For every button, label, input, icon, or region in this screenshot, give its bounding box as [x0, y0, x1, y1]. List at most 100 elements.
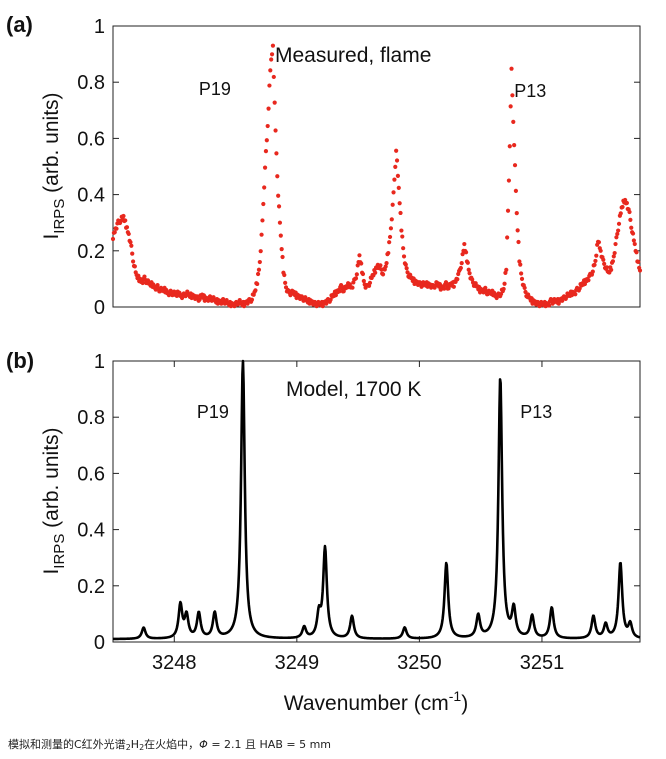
- measured-data-point: [283, 280, 288, 285]
- measured-data-point: [630, 231, 636, 236]
- measured-data-point: [401, 246, 406, 251]
- measured-data-point: [629, 225, 634, 230]
- measured-data-point: [249, 297, 255, 302]
- measured-data-point: [339, 282, 344, 288]
- measured-data-point: [598, 248, 603, 253]
- panel-b-peak-label-p19: P19: [197, 402, 229, 422]
- measured-data-point: [613, 241, 618, 247]
- measured-data-point: [393, 164, 398, 169]
- measured-data-point: [282, 272, 287, 278]
- panel-b-ytick-label: 0.4: [77, 520, 105, 542]
- measured-data-point: [399, 228, 404, 233]
- measured-data-point: [114, 226, 119, 231]
- measured-data-point: [624, 200, 629, 206]
- measured-data-point: [259, 232, 264, 237]
- measured-data-point: [128, 240, 133, 245]
- measured-data-point: [517, 259, 522, 264]
- panel-a-ytick-label: 1: [94, 16, 105, 38]
- measured-data-point: [398, 210, 403, 216]
- measured-data-point: [518, 262, 523, 267]
- panel-a-ytick-label: 0: [94, 297, 105, 319]
- measured-data-point: [268, 68, 273, 73]
- measured-data-point: [508, 104, 513, 109]
- measured-data-point: [395, 173, 401, 178]
- measured-data-point: [280, 254, 285, 260]
- measured-data-point: [269, 57, 274, 62]
- measured-data-point: [519, 276, 525, 281]
- measured-data-point: [442, 286, 447, 291]
- measured-data-point: [124, 225, 130, 230]
- measured-data-point: [276, 193, 281, 198]
- measured-data-point: [616, 228, 621, 233]
- measured-data-point: [264, 138, 269, 143]
- panel-b-y-axis: 0 0.2 0.4 0.6 0.8 1: [77, 351, 640, 654]
- measured-data-point: [404, 266, 409, 271]
- panel-b-ytick-label: 0.6: [77, 463, 105, 485]
- panel-a-annotation: Measured, flame: [275, 44, 431, 67]
- measured-data-point: [465, 260, 470, 265]
- panel-b-ytick-label: 0.2: [77, 576, 105, 598]
- caption-part-4: = 2.1 且 HAB = 5 mm: [207, 738, 332, 751]
- panel-b-xtick-label: 3249: [275, 652, 320, 674]
- measured-data-point: [357, 253, 362, 258]
- measured-data-point: [110, 236, 116, 242]
- panel-a-plot-frame: [112, 25, 641, 308]
- measured-data-point: [522, 285, 527, 290]
- measured-data-point: [462, 241, 467, 247]
- measured-data-point: [261, 201, 266, 207]
- measured-data-point: [483, 285, 488, 290]
- panel-b-x-axis-label: Wavenumber (cm-1): [284, 688, 468, 715]
- panel-a-y-axis: 0 0.2 0.4 0.6 0.8 1: [77, 16, 640, 319]
- measured-data-point: [505, 208, 511, 213]
- measured-data-point: [502, 281, 507, 286]
- measured-data-point: [547, 303, 552, 308]
- measured-data-point: [509, 66, 514, 71]
- measured-data-point: [628, 217, 633, 222]
- panel-b-annotation: Model, 1700 K: [286, 378, 421, 401]
- measured-data-point: [460, 252, 465, 257]
- measured-data-point: [506, 178, 512, 183]
- measured-data-point: [390, 202, 395, 207]
- measured-data-point: [277, 220, 283, 225]
- panel-a-ytick-label: 0.4: [77, 185, 105, 207]
- measured-data-point: [632, 241, 637, 247]
- measured-data-point: [367, 280, 373, 285]
- measured-data-point: [627, 209, 632, 215]
- measured-data-point: [272, 100, 277, 105]
- measured-data-point: [355, 263, 360, 268]
- measured-data-point: [618, 211, 623, 216]
- measured-data-point: [494, 295, 499, 301]
- measured-data-point: [273, 128, 278, 133]
- measured-data-point: [271, 74, 276, 80]
- measured-data-point: [590, 269, 595, 274]
- measured-data-point: [391, 190, 396, 195]
- measured-data-point: [637, 268, 643, 273]
- measured-data-point: [279, 247, 284, 252]
- measured-data-point: [262, 165, 268, 170]
- measured-data-point: [260, 218, 265, 223]
- measured-data-point: [601, 257, 606, 262]
- measured-data-point: [130, 251, 135, 256]
- panel-b-letter: (b): [6, 348, 34, 373]
- panel-b-ytick-label: 1: [94, 351, 105, 373]
- measured-data-point: [269, 52, 275, 57]
- measured-data-point: [155, 282, 160, 288]
- panel-a-ytick-label: 0.2: [77, 241, 105, 263]
- measured-data-point: [388, 226, 394, 231]
- measured-data-point: [459, 261, 464, 266]
- measured-data-point: [262, 185, 267, 190]
- measured-data-point: [507, 144, 512, 149]
- measured-data-point: [458, 265, 463, 271]
- measured-data-point: [616, 221, 622, 226]
- measured-data-point: [573, 292, 578, 297]
- measured-data-point: [511, 119, 516, 125]
- measured-data-point: [275, 174, 280, 179]
- figure-caption: 模拟和测量的C红外光谱2H2在火焰中，Φ = 2.1 且 HAB = 5 mm: [8, 736, 331, 752]
- panel-b-model-chart: (b) 0 0.2 0.4 0.6 0.8 1 3248 3249 3250 3251 Mode…: [6, 348, 641, 715]
- measured-data-point: [443, 280, 449, 285]
- measured-data-point: [324, 301, 329, 306]
- measured-data-point: [631, 238, 636, 243]
- caption-part-1: 模拟和测量的C红外光谱: [8, 738, 126, 751]
- measured-data-point: [519, 271, 524, 276]
- measured-data-point: [129, 243, 134, 248]
